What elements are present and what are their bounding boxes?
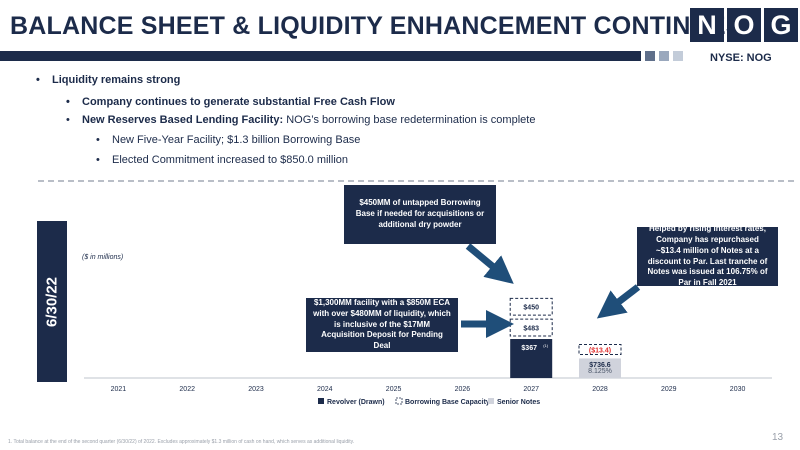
bar-capacity-untapped-2027 bbox=[509, 297, 553, 316]
x-tick-label-2023: 2023 bbox=[248, 386, 264, 393]
x-tick-label-2022: 2022 bbox=[179, 386, 195, 393]
header-square-1 bbox=[645, 51, 655, 61]
header-square-3 bbox=[673, 51, 683, 61]
legend-label-capacity: Borrowing Base Capacity bbox=[405, 399, 490, 406]
bullet-elected-commitment-text: Elected Commitment increased to $850.0 m… bbox=[112, 154, 349, 166]
logo-letter-o: O bbox=[727, 8, 761, 42]
logo-letter-g: G bbox=[764, 8, 798, 42]
bullet-liquidity: • Liquidity remains strong bbox=[36, 74, 181, 86]
x-tick-label-2024: 2024 bbox=[317, 386, 333, 393]
bullet-liquidity-text: Liquidity remains strong bbox=[52, 74, 181, 86]
bullet-rbl-facility: • New Reserves Based Lending Facility: NO… bbox=[66, 114, 536, 126]
section-divider bbox=[38, 180, 794, 182]
footnote: 1. Total balance at the end of the secon… bbox=[8, 439, 355, 445]
bullet-five-year-facility: • New Five-Year Facility; $1.3 billion Bo… bbox=[96, 134, 361, 146]
bar-label-repurchased-2028: ($13.4) bbox=[589, 347, 611, 354]
bar-capacity-eca-2027 bbox=[509, 318, 553, 337]
header-rule bbox=[0, 51, 641, 61]
callout-notes-repurchase: Helped by rising interest rates, Company… bbox=[637, 224, 778, 287]
bar-label-revolver-2027-footnote: (1) bbox=[543, 343, 549, 348]
legend-swatch-capacity bbox=[395, 397, 403, 405]
bullet-five-year-text: New Five-Year Facility; $1.3 billion Bor… bbox=[112, 134, 361, 146]
bar-label-capacity-untapped-2027: $450 bbox=[523, 305, 539, 312]
header-square-2 bbox=[659, 51, 669, 61]
bar-label-coupon-2028: 8.125% bbox=[588, 368, 612, 375]
ticker-label: NYSE: NOG bbox=[710, 52, 772, 64]
bullet-rbl-strong: New Reserves Based Lending Facility: bbox=[82, 114, 284, 126]
bar-label-capacity-eca-2027: $483 bbox=[523, 326, 539, 333]
callout-arrow-repurchase bbox=[596, 284, 641, 319]
bar-label-senior-notes-2028: $736.6 bbox=[589, 362, 611, 369]
x-tick-label-2027: 2027 bbox=[523, 386, 539, 393]
x-tick-label-2021: 2021 bbox=[111, 386, 127, 393]
callout-untapped-capacity: $450MM of untapped Borrowing Base if nee… bbox=[344, 185, 496, 244]
units-note: ($ in millions) bbox=[82, 254, 124, 261]
legend-swatch-senior-notes bbox=[488, 398, 494, 404]
x-tick-label-2029: 2029 bbox=[661, 386, 677, 393]
bar-label-revolver-2027: $367 bbox=[521, 345, 537, 352]
legend-label-revolver: Revolver (Drawn) bbox=[327, 399, 385, 406]
page-title: BALANCE SHEET & LIQUIDITY ENHANCEMENT CO… bbox=[10, 12, 743, 40]
x-tick-label-2026: 2026 bbox=[455, 386, 471, 393]
callout-facility-liquidity: $1,300MM facility with a $850M ECA with … bbox=[306, 298, 458, 352]
bullet-free-cash-flow-text: Company continues to generate substantia… bbox=[82, 96, 395, 108]
legend-label-senior-notes: Senior Notes bbox=[497, 399, 540, 406]
x-tick-label-2030: 2030 bbox=[730, 386, 746, 393]
bar-revolver-2027 bbox=[510, 339, 553, 378]
bullet-rbl-rest: NOG’s borrowing base redetermination is … bbox=[283, 114, 536, 126]
callout-arrow-untapped bbox=[465, 243, 514, 284]
logo-letter-n: N bbox=[690, 8, 724, 42]
x-tick-label-2028: 2028 bbox=[592, 386, 608, 393]
x-tick-label-2025: 2025 bbox=[386, 386, 402, 393]
nog-logo: N O G bbox=[690, 8, 798, 42]
bullet-free-cash-flow: • Company continues to generate substanti… bbox=[66, 96, 395, 108]
bar-senior-notes-2028 bbox=[579, 358, 621, 378]
bar-repurchased-notes-2028 bbox=[578, 343, 622, 355]
page-number: 13 bbox=[772, 432, 784, 443]
bullet-elected-commitment: • Elected Commitment increased to $850.0 … bbox=[96, 154, 349, 166]
date-side-label: 6/30/22 bbox=[37, 221, 67, 382]
legend-swatch-revolver bbox=[318, 398, 324, 404]
